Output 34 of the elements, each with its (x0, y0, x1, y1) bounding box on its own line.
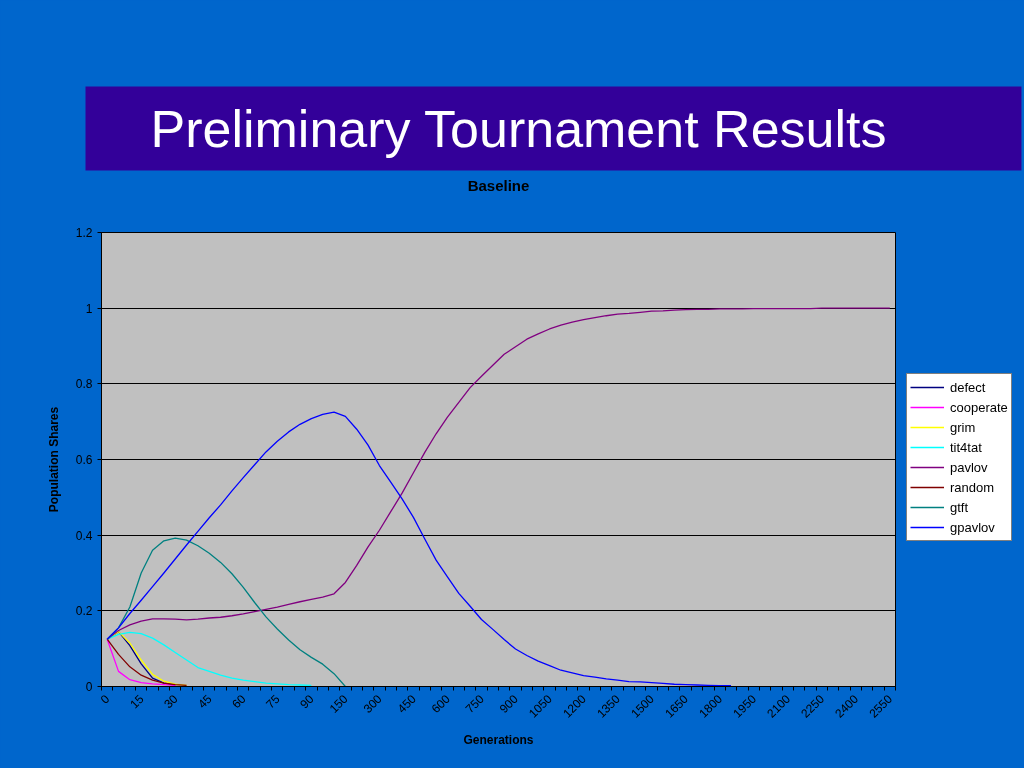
y-axis-title: Population Shares (46, 406, 61, 513)
chart-subtitle: Baseline (467, 177, 530, 194)
x-tick-label: 750 (462, 691, 488, 716)
y-tick-label: 0.6 (75, 453, 93, 467)
x-axis-title: Generations (463, 732, 534, 747)
y-tick-label: 0.8 (75, 377, 93, 392)
x-tick-label: 300 (360, 691, 385, 716)
legend-label: pavlov (950, 458, 988, 477)
x-tick-label: 75 (263, 691, 283, 712)
legend-label: cooperate (950, 398, 1008, 417)
y-tick-label: 0.4 (75, 528, 93, 543)
legend-label: defect (950, 378, 986, 397)
chart-title: Preliminary Tournament Results (150, 99, 887, 158)
x-tick-label: 600 (428, 691, 453, 716)
legend-label: random (950, 478, 995, 497)
y-tick-label: 1.2 (75, 226, 93, 240)
x-tick-label: 900 (496, 691, 522, 716)
legend-label: gpavlov (950, 518, 995, 537)
x-tick-label: 0 (97, 691, 113, 707)
legend-label: tit4tat (950, 438, 982, 457)
x-tick-label: 150 (326, 691, 351, 716)
x-tick-label: 45 (195, 691, 215, 712)
x-tick-label: 60 (229, 691, 249, 712)
legend-label: gtft (950, 498, 970, 517)
y-tick-label: 0 (85, 680, 93, 694)
x-tick-label: 15 (127, 691, 147, 712)
line-series (106, 411, 732, 687)
legend-label: grim (950, 418, 976, 437)
x-tick-label: 90 (297, 691, 317, 712)
line-series (106, 631, 312, 687)
x-tick-label: 30 (161, 691, 181, 712)
y-tick-label: 0.2 (75, 604, 93, 619)
y-tick-label: 1 (85, 301, 93, 316)
x-tick-label: 450 (394, 691, 419, 716)
